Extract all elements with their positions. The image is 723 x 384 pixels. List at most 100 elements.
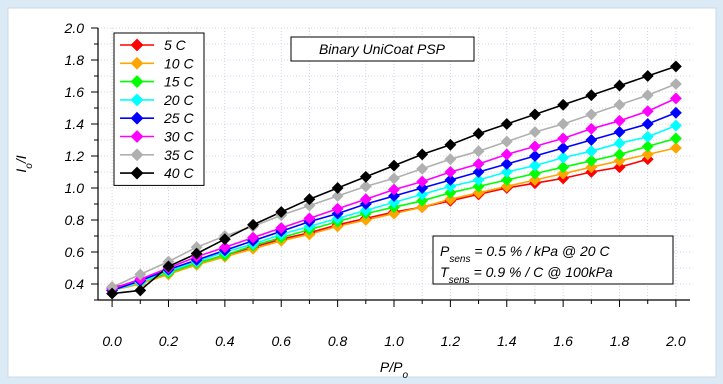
data-point <box>416 201 429 214</box>
data-point <box>416 188 429 201</box>
data-point <box>416 182 429 194</box>
data-point <box>416 162 429 175</box>
data-point <box>388 159 400 172</box>
data-point <box>557 142 570 154</box>
data-point <box>557 167 570 180</box>
data-point <box>472 174 485 186</box>
data-point <box>613 126 626 138</box>
y-tick-label: 1.2 <box>65 148 85 164</box>
data-point <box>669 92 682 105</box>
legend-marker <box>130 130 144 143</box>
x-tick-label: 1.8 <box>610 333 630 349</box>
legend-marker <box>130 38 144 52</box>
x-tick-label: 0.2 <box>159 333 179 349</box>
legend-marker <box>130 111 144 125</box>
data-point <box>444 153 457 166</box>
data-point <box>585 154 598 167</box>
data-point <box>472 158 485 170</box>
legend-label: 25 C <box>163 110 194 126</box>
sensitivity-box <box>432 235 674 285</box>
data-point <box>218 241 231 254</box>
data-point <box>641 105 654 118</box>
data-point <box>472 166 485 178</box>
data-point <box>557 98 570 111</box>
data-point <box>641 148 654 161</box>
data-point <box>303 212 316 225</box>
data-point <box>416 148 429 161</box>
data-point <box>500 135 513 148</box>
legend-marker <box>130 75 144 89</box>
data-point <box>529 167 541 180</box>
data-point <box>134 284 147 297</box>
data-point <box>500 148 513 161</box>
sensitivity-line: Tsens = 0.9 % / C @ 100kPa <box>440 264 613 286</box>
data-point <box>529 108 541 121</box>
legend-marker <box>130 56 144 70</box>
sensitivity-subscript: sens <box>449 254 470 265</box>
data-point <box>444 180 457 193</box>
x-tick-label: 0.0 <box>102 333 122 349</box>
data-point <box>444 193 457 206</box>
annotation-title: Binary UniCoat PSP <box>319 41 446 57</box>
y-axis-title-tail: /I <box>13 155 29 164</box>
data-point <box>669 60 682 73</box>
data-point <box>613 154 626 167</box>
data-point <box>416 175 429 188</box>
legend-label: 10 C <box>164 55 194 71</box>
data-point <box>585 145 598 158</box>
x-axis-title-main: P/P <box>380 359 403 375</box>
x-tick-label: 0.4 <box>215 333 235 349</box>
data-point <box>359 193 372 206</box>
data-point <box>106 287 119 300</box>
x-tick-label: 1.4 <box>497 333 517 349</box>
data-point <box>585 134 598 146</box>
sensitivity-symbol: T <box>440 264 450 280</box>
x-tick-label: 0.6 <box>272 333 292 349</box>
x-tick-label: 0.8 <box>328 333 348 349</box>
data-point <box>303 193 316 206</box>
legend-marker <box>130 93 144 107</box>
legend-label: 20 C <box>163 92 194 108</box>
sensitivity-value: = 0.9 % / C @ 100kPa <box>470 264 613 280</box>
data-point <box>359 180 372 193</box>
data-point <box>585 89 598 102</box>
data-point <box>134 268 147 281</box>
data-point <box>218 233 231 246</box>
data-point <box>613 98 626 111</box>
data-point <box>529 140 541 153</box>
data-point <box>444 186 457 199</box>
legend-label: 30 C <box>164 129 194 145</box>
data-point <box>190 247 203 260</box>
y-tick-label: 1.8 <box>65 52 85 68</box>
data-point <box>388 196 400 209</box>
data-point <box>529 150 541 162</box>
data-point <box>331 182 344 194</box>
data-point <box>303 199 316 212</box>
legend-label: 40 C <box>164 165 194 181</box>
data-point <box>529 174 541 186</box>
data-point <box>331 190 344 202</box>
y-tick-label: 2.0 <box>64 20 85 36</box>
data-point <box>529 159 541 172</box>
legend-marker <box>130 148 144 162</box>
data-point <box>359 204 372 217</box>
legend-marker <box>130 166 144 180</box>
data-point <box>585 122 598 135</box>
x-axis-title: P/Po <box>380 359 409 379</box>
data-point <box>275 222 288 234</box>
data-point <box>500 118 513 130</box>
data-point <box>613 79 626 92</box>
data-point <box>331 202 344 215</box>
data-point <box>641 70 654 82</box>
legend-label: 35 C <box>164 147 194 163</box>
data-point <box>613 148 626 161</box>
data-point <box>641 118 654 130</box>
x-tick-label: 1.0 <box>384 333 404 349</box>
data-point <box>500 174 513 186</box>
data-point <box>669 132 682 145</box>
data-point <box>247 218 259 231</box>
y-tick-label: 0.4 <box>65 276 85 292</box>
y-axis-title-main: I <box>13 169 29 173</box>
sensitivity-line: Psens = 0.5 % / kPa @ 20 C <box>440 243 610 265</box>
